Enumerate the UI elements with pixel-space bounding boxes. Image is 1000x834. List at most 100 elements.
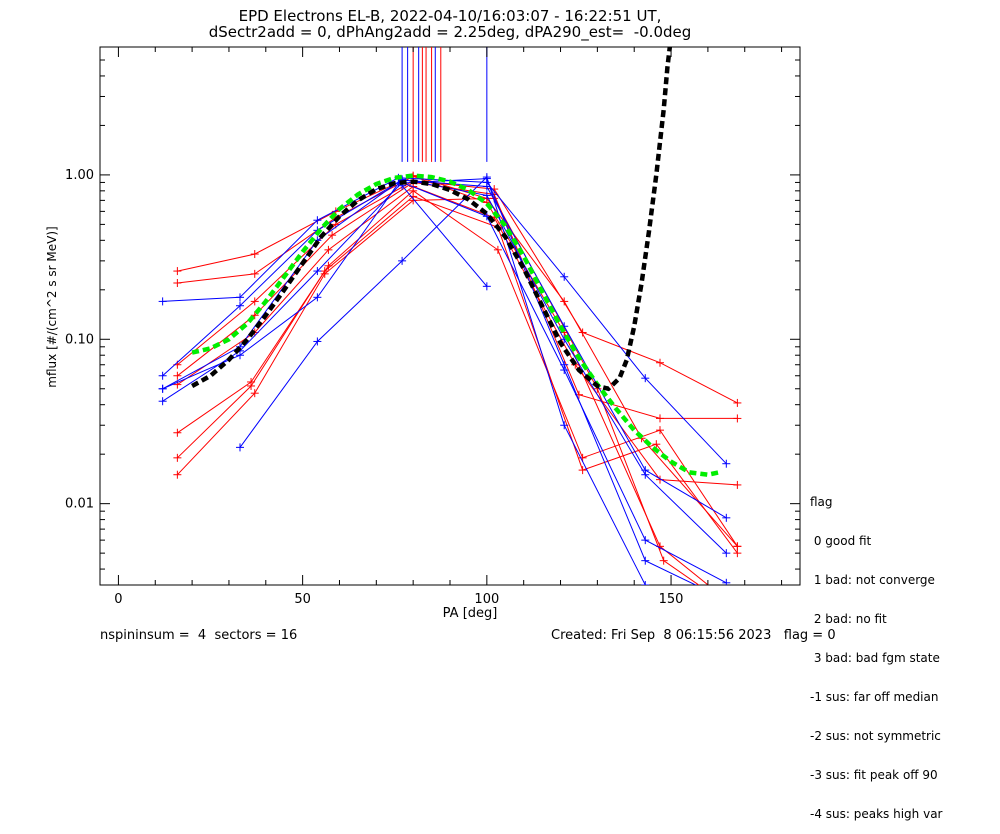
fit-curves — [191, 47, 720, 477]
data-point — [313, 337, 322, 346]
data-point — [733, 542, 742, 551]
series-line — [177, 197, 700, 585]
data-point — [173, 428, 182, 437]
data-point — [733, 608, 741, 616]
data-point — [482, 173, 491, 182]
data-point — [560, 297, 569, 306]
data-point — [173, 278, 182, 287]
legend-item: 0 good fit — [810, 534, 872, 548]
data-point — [324, 245, 333, 254]
data-point — [722, 549, 731, 558]
title-line-2: dSectr2add = 0, dPhAng2add = 2.25deg, dP… — [208, 23, 692, 41]
axes: 0 50 100 150 0.01 0.10 1.00 — [65, 46, 800, 607]
data-point — [726, 599, 734, 607]
data-point — [656, 475, 664, 484]
data-point — [641, 536, 650, 545]
data-point — [722, 513, 731, 522]
legend-item: 1 bad: not converge — [810, 573, 935, 587]
legend-item: 3 bad: bad fgm state — [810, 651, 940, 665]
data-point — [158, 297, 167, 306]
data-point — [158, 371, 167, 380]
data-point — [656, 358, 664, 367]
x-tick-label: 100 — [474, 592, 499, 607]
x-tick-label: 0 — [114, 592, 122, 607]
data-point — [656, 414, 664, 423]
chart-plot: 0 50 100 150 0.01 0.10 1.00 — [65, 46, 801, 616]
flag-legend: flag 0 good fit 1 bad: not converge 2 ba… — [810, 470, 942, 834]
data-point — [250, 269, 259, 278]
data-point — [328, 231, 337, 240]
data-point — [560, 421, 569, 430]
legend-item: -1 sus: far off median — [810, 690, 939, 704]
data-point — [652, 440, 661, 449]
data-point — [398, 256, 407, 265]
x-axis-label: PA [deg] — [442, 606, 498, 621]
data-point — [173, 267, 182, 276]
footer-left: nspininsum = 4 sectors = 16 — [100, 628, 298, 643]
data-point — [250, 389, 259, 398]
data-point — [560, 272, 569, 281]
data-point — [313, 216, 322, 225]
x-tick-label: 150 — [659, 592, 684, 607]
data-point — [493, 245, 502, 254]
data-point — [173, 453, 182, 462]
legend-title: flag — [810, 495, 833, 509]
y-tick-label: 1.00 — [65, 168, 94, 183]
data-point — [313, 267, 322, 276]
data-point — [409, 196, 418, 205]
vertical-marker-lines — [401, 47, 488, 162]
data-point — [641, 581, 650, 585]
data-point — [247, 381, 256, 390]
data-point — [236, 293, 244, 302]
legend-item: -4 sus: peaks high var — [810, 807, 943, 821]
x-tick-label: 50 — [294, 592, 311, 607]
data-point — [560, 360, 569, 369]
data-point — [578, 466, 587, 475]
data-point — [158, 397, 167, 406]
fit-curve — [191, 47, 673, 392]
series-line — [177, 175, 709, 585]
data-point — [482, 191, 491, 200]
series-line — [162, 181, 727, 584]
data-point — [641, 374, 650, 383]
series-line — [177, 181, 738, 419]
footer-right: Created: Fri Sep 8 06:15:56 2023 flag = … — [551, 628, 836, 643]
y-tick-label: 0.10 — [65, 332, 94, 347]
data-point — [236, 443, 244, 452]
series-line — [162, 179, 727, 519]
data-point — [250, 297, 259, 306]
data-point — [236, 351, 244, 360]
series-line — [177, 175, 738, 547]
data-point — [236, 301, 244, 310]
series-line — [177, 190, 738, 547]
data-point — [173, 470, 182, 479]
data-point — [722, 459, 731, 468]
y-axis-label: mflux [#/(cm^2 s sr MeV)] — [45, 226, 59, 388]
series-line — [177, 185, 738, 486]
data-point — [173, 371, 182, 380]
data-series — [158, 171, 742, 616]
data-point — [250, 250, 259, 259]
fit-curve — [191, 173, 720, 477]
data-point — [320, 269, 329, 278]
data-point — [733, 480, 742, 489]
data-point — [733, 414, 742, 423]
plot-frame — [99, 46, 801, 586]
data-point — [641, 470, 650, 479]
title-line-1: EPD Electrons EL-B, 2022-04-10/16:03:07 … — [238, 7, 662, 25]
data-point — [158, 384, 167, 393]
data-point — [659, 556, 668, 565]
legend-item: 2 bad: no fit — [810, 612, 887, 626]
legend-item: -3 sus: fit peak off 90 — [810, 768, 938, 782]
data-point — [482, 282, 491, 291]
legend-item: -2 sus: not symmetric — [810, 729, 941, 743]
series-line — [401, 185, 488, 287]
data-point — [578, 328, 587, 337]
data-point — [722, 596, 730, 604]
data-point — [656, 426, 664, 435]
data-point — [641, 556, 650, 565]
data-point — [722, 578, 731, 585]
series-line — [177, 195, 738, 554]
y-tick-label: 0.01 — [65, 497, 94, 512]
series-line — [239, 176, 646, 585]
